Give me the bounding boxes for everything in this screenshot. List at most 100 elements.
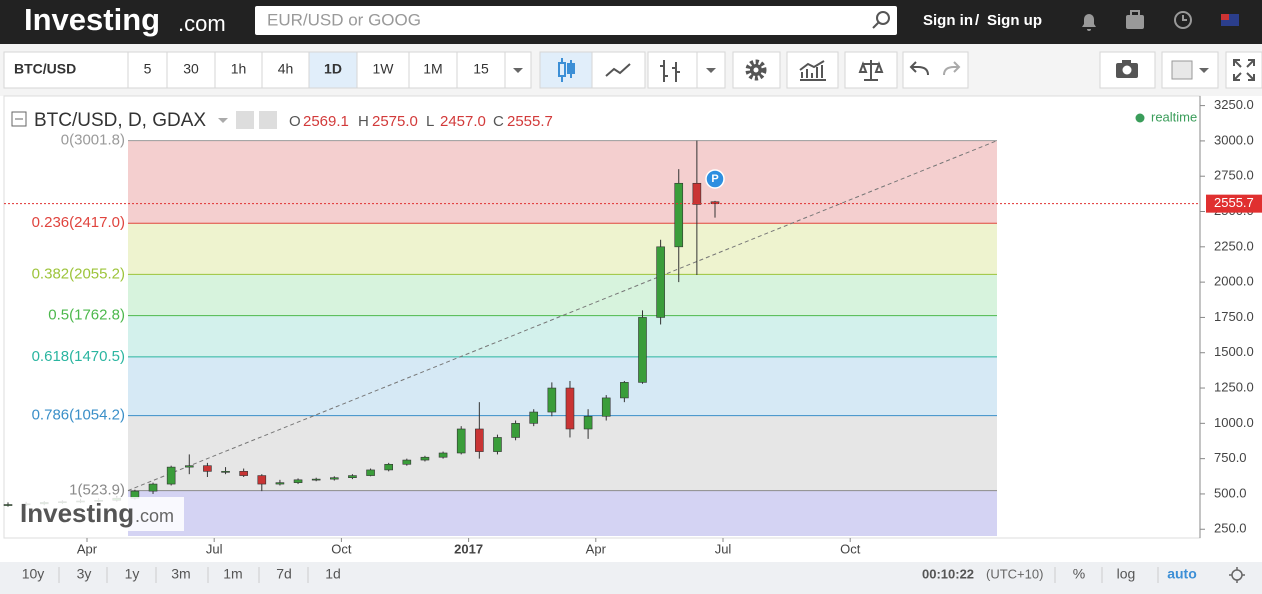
scale-option[interactable]: log — [1117, 566, 1136, 582]
candle-body — [166, 466, 176, 485]
interval-button[interactable] — [127, 51, 168, 89]
candle-body — [493, 437, 502, 452]
undo-icon[interactable] — [909, 61, 929, 76]
clock-icon[interactable] — [1174, 11, 1192, 29]
indicators-button[interactable] — [786, 51, 839, 89]
realtime-label: realtime — [1151, 109, 1197, 124]
symbol-box[interactable] — [3, 51, 129, 89]
range-button[interactable]: 7d — [276, 566, 292, 582]
dropdown-arrow — [513, 68, 523, 73]
candle-body — [184, 465, 194, 468]
legend-key: L — [426, 113, 434, 130]
fib-trend-line — [127, 140, 998, 492]
interval-label[interactable]: 1h — [231, 61, 247, 77]
candle-body — [674, 182, 684, 248]
x-tick-label: Oct — [840, 541, 861, 556]
line-button[interactable] — [591, 51, 646, 89]
scale-option[interactable]: auto — [1167, 566, 1197, 582]
footer-settings-icon[interactable] — [1229, 567, 1245, 583]
interval-button[interactable] — [356, 51, 410, 89]
logo-suffix: .com — [178, 11, 226, 36]
fullscreen-button[interactable] — [1225, 51, 1262, 89]
visibility-button[interactable] — [236, 111, 254, 129]
y-tick-label: 1250.0 — [1214, 379, 1254, 394]
fib-band — [128, 223, 997, 275]
indicators-icon — [799, 60, 826, 81]
sign-in[interactable]: Sign in — [923, 12, 973, 29]
candle-body — [438, 452, 448, 458]
candle-body — [475, 428, 484, 452]
watermark-box — [14, 497, 184, 531]
gear-icon — [745, 59, 767, 81]
interval-label[interactable]: 4h — [278, 61, 294, 77]
interval-label[interactable]: 5 — [144, 61, 152, 77]
bars-button[interactable] — [647, 51, 698, 89]
range-button[interactable]: 3y — [77, 566, 92, 582]
portfolio-icon[interactable] — [1126, 10, 1144, 29]
flag-icon[interactable] — [1221, 14, 1239, 26]
candle-body — [456, 428, 466, 454]
candle-body — [330, 477, 339, 480]
candle-body — [203, 465, 212, 472]
search-placeholder: EUR/USD or GOOG — [267, 10, 421, 29]
search-box[interactable] — [255, 6, 897, 35]
fib-label: 0.786(1054.2) — [32, 407, 125, 424]
candle-body — [529, 411, 539, 424]
settings-small-button[interactable] — [259, 111, 277, 129]
redo-icon[interactable] — [943, 61, 961, 76]
watermark: Investing — [20, 498, 134, 528]
interval-label[interactable]: 30 — [183, 61, 199, 77]
interval-label[interactable]: 1D — [324, 61, 342, 77]
dropdown-arrow — [1199, 68, 1209, 73]
candle-body — [311, 478, 321, 481]
range-button[interactable]: 10y — [22, 566, 45, 582]
candle-body — [366, 469, 375, 476]
timezone: (UTC+10) — [986, 566, 1043, 581]
realtime-dot — [1135, 113, 1145, 123]
interval-button[interactable] — [261, 51, 310, 89]
pivot-marker-label: P — [711, 173, 718, 185]
range-button[interactable]: 3m — [171, 566, 190, 582]
title-dropdown[interactable] — [218, 118, 228, 123]
fib-band — [128, 415, 997, 491]
dropdown-arrow — [706, 68, 716, 73]
watermark-suffix: .com — [135, 506, 174, 526]
fib-label: 0(3001.8) — [61, 132, 125, 149]
candle-body — [420, 456, 430, 461]
candle-body — [348, 475, 357, 479]
y-tick-label: 1750.0 — [1214, 309, 1254, 324]
chart-type-dropdown[interactable] — [696, 51, 726, 89]
pivot-marker[interactable] — [705, 169, 725, 189]
range-button[interactable]: 1y — [125, 566, 140, 582]
bell-icon[interactable] — [1082, 14, 1096, 31]
logo[interactable]: Investing — [24, 2, 160, 37]
range-button[interactable]: 1m — [223, 566, 242, 582]
last-price-label: 2555.7 — [1214, 195, 1254, 210]
last-price-box — [1206, 194, 1262, 213]
candle-body — [293, 479, 303, 483]
candle-body — [656, 246, 665, 318]
symbol[interactable]: BTC/USD — [14, 61, 76, 77]
plot: 0(3001.8) 0.236(2417.0) 0.382(2055.2) 0.5(1… — [3, 132, 1200, 536]
fib-band — [128, 356, 997, 416]
interval-button[interactable] — [408, 51, 458, 89]
interval-button[interactable] — [456, 51, 506, 89]
footer-bar — [0, 562, 1262, 594]
sign-up[interactable]: Sign up — [987, 12, 1042, 29]
search-icon[interactable] — [872, 11, 890, 29]
interval-label[interactable]: 1M — [423, 61, 442, 77]
legend: O 2569.1 H 2575.0 L 2457.0 C 2555.7 — [289, 113, 553, 130]
fib-label: 0.382(2055.2) — [32, 265, 125, 282]
interval-button[interactable] — [308, 51, 358, 89]
interval-button[interactable] — [166, 51, 216, 89]
interval-label[interactable]: 15 — [473, 61, 489, 77]
scale-option[interactable]: % — [1073, 566, 1085, 582]
candle-body — [239, 471, 248, 476]
x-tick-label: 2017 — [454, 541, 483, 556]
range-button[interactable]: 1d — [325, 566, 341, 582]
footer: 10y 3y 1y 3m 1m 7d 1d% log auto — [22, 566, 1197, 583]
interval-label[interactable]: 1W — [373, 61, 395, 77]
candle-body — [3, 504, 13, 506]
y-tick-label: 250.0 — [1214, 521, 1247, 536]
interval-button[interactable] — [214, 51, 263, 89]
